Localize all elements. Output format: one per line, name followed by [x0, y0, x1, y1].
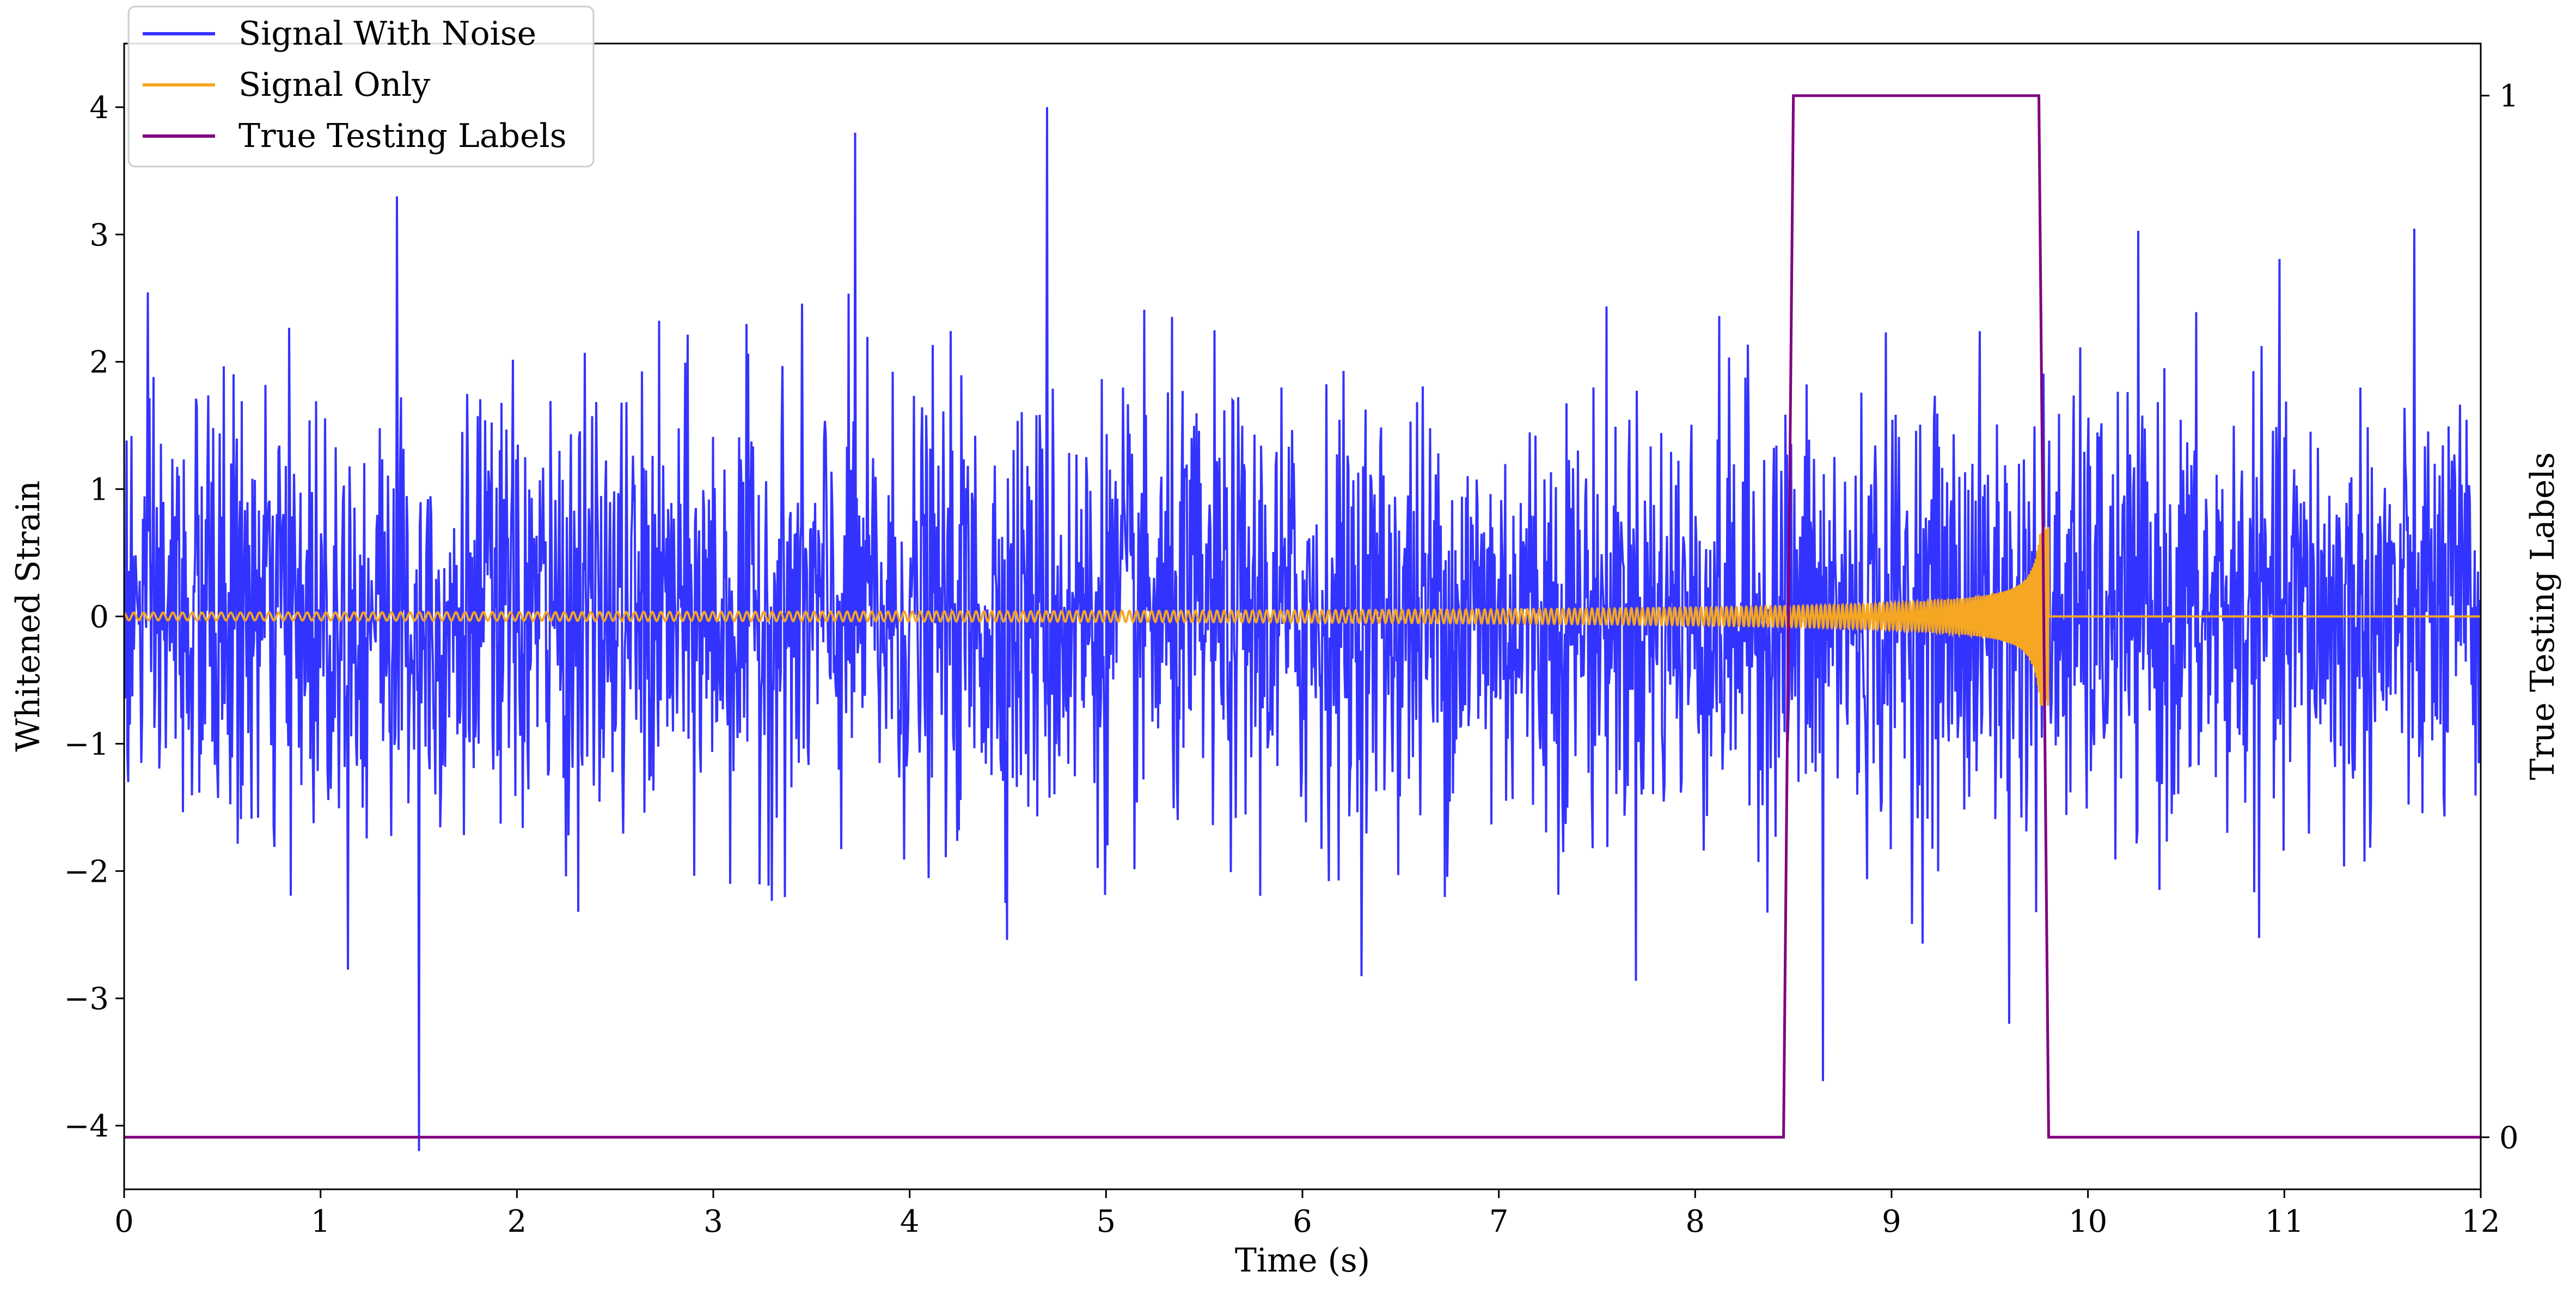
y-right-tick-label: 0 [2499, 1120, 2519, 1156]
x-axis: 0 1 2 3 4 5 6 7 8 9 10 11 12 [114, 1189, 2500, 1239]
y-right-tick-label: 1 [2499, 79, 2519, 114]
legend-box [127, 5, 595, 168]
legend-label-signal-only: Signal Only [238, 66, 430, 104]
legend-label-signal-with-noise: Signal With Noise [238, 15, 536, 53]
legend: Signal With Noise Signal Only True Testi… [127, 5, 595, 168]
x-tick-label: 7 [1489, 1204, 1509, 1239]
x-tick-label: 8 [1686, 1204, 1705, 1239]
x-tick-label: 10 [2069, 1204, 2107, 1239]
y-tick-label: −3 [64, 981, 109, 1017]
y-tick-label: −2 [64, 854, 109, 889]
y-axis-label-right: True Testing Labels [2524, 452, 2562, 781]
x-axis-label: Time (s) [1235, 1242, 1370, 1280]
y-tick-label: 2 [89, 345, 109, 380]
y-axis-right: 01 [2481, 79, 2519, 1156]
y-tick-label: −4 [64, 1109, 109, 1144]
signal-with-noise-line [124, 107, 2481, 1151]
x-tick-label: 4 [900, 1204, 920, 1239]
x-tick-label: 1 [311, 1204, 331, 1239]
y-axis-left: −4 −3 −2 −1 0 1 2 3 4 [64, 90, 124, 1144]
legend-label-true-testing-labels: True Testing Labels [238, 117, 567, 155]
y-tick-label: 4 [89, 90, 109, 126]
y-tick-label: 1 [89, 472, 109, 508]
y-tick-label: −1 [64, 727, 109, 762]
x-tick-label: 12 [2461, 1204, 2500, 1239]
true-testing-labels-line [124, 94, 2481, 1139]
x-tick-label: 5 [1097, 1204, 1116, 1239]
plot-area [124, 94, 2481, 1151]
y-tick-label: 0 [89, 600, 109, 635]
x-tick-label: 9 [1882, 1204, 1901, 1239]
x-tick-label: 2 [507, 1204, 527, 1239]
x-tick-label: 6 [1293, 1204, 1312, 1239]
x-tick-label: 3 [703, 1204, 723, 1239]
y-axis-label-left: Whitened Strain [9, 481, 47, 752]
x-tick-label: 11 [2265, 1204, 2304, 1239]
y-tick-label: 3 [89, 218, 109, 253]
signal-only-line [124, 526, 2481, 706]
x-tick-label: 0 [114, 1204, 134, 1239]
